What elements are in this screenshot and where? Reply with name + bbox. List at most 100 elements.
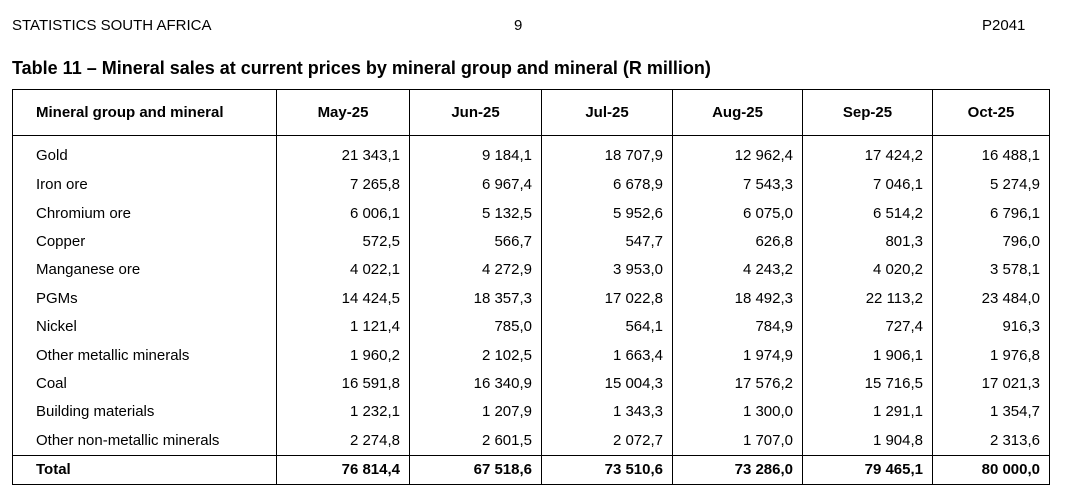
value-cell: 22 113,2 — [802, 284, 933, 313]
value-cell: 3 953,0 — [541, 256, 673, 285]
mineral-name-cell: PGMs — [12, 284, 277, 313]
column-header: Aug-25 — [672, 89, 803, 136]
mineral-name-cell: Other metallic minerals — [12, 341, 277, 370]
value-cell: 1 300,0 — [672, 398, 803, 427]
mineral-name-cell: Chromium ore — [12, 199, 277, 228]
value-cell: 784,9 — [672, 312, 803, 342]
column-header: Jul-25 — [541, 89, 673, 136]
table-row: Other non-metallic minerals 2 274,8 2 601,… — [12, 426, 1050, 456]
value-cell: 2 601,5 — [409, 426, 542, 456]
value-cell: 17 021,3 — [932, 369, 1050, 399]
value-cell: 801,3 — [802, 227, 933, 257]
value-cell: 4 022,1 — [276, 256, 410, 285]
value-cell: 5 132,5 — [409, 199, 542, 228]
value-cell: 4 272,9 — [409, 256, 542, 285]
value-cell: 1 663,4 — [541, 341, 673, 370]
mineral-sales-table: Mineral group and mineral May-25 Jun-25 … — [12, 89, 1050, 486]
value-cell: 1 974,9 — [672, 341, 803, 370]
value-cell: 1 904,8 — [802, 426, 933, 456]
value-cell: 547,7 — [541, 227, 673, 257]
column-header: Oct-25 — [932, 89, 1050, 136]
value-cell: 6 075,0 — [672, 199, 803, 228]
value-cell: 1 291,1 — [802, 398, 933, 427]
value-cell: 14 424,5 — [276, 284, 410, 313]
value-cell: 15 004,3 — [541, 369, 673, 399]
mineral-name-cell: Copper — [12, 227, 277, 257]
value-cell: 5 274,9 — [932, 171, 1050, 200]
value-cell: 1 207,9 — [409, 398, 542, 427]
value-cell: 17 576,2 — [672, 369, 803, 399]
value-cell: 9 184,1 — [409, 135, 542, 171]
value-cell: 18 707,9 — [541, 135, 673, 171]
table-header-row: Mineral group and mineral May-25 Jun-25 … — [12, 89, 1050, 136]
value-cell: 21 343,1 — [276, 135, 410, 171]
value-cell: 6 678,9 — [541, 171, 673, 200]
value-cell: 4 243,2 — [672, 256, 803, 285]
value-cell: 73 286,0 — [672, 454, 803, 486]
value-cell: 626,8 — [672, 227, 803, 257]
value-cell: 572,5 — [276, 227, 410, 257]
value-cell: 1 976,8 — [932, 341, 1050, 370]
value-cell: 1 707,0 — [672, 426, 803, 456]
publication-code: P2041 — [982, 17, 1026, 34]
value-cell: 785,0 — [409, 312, 542, 342]
table-title: Table 11 – Mineral sales at current pric… — [12, 58, 711, 78]
value-cell: 18 492,3 — [672, 284, 803, 313]
value-cell: 16 340,9 — [409, 369, 542, 399]
value-cell: 6 514,2 — [802, 199, 933, 228]
value-cell: 6 006,1 — [276, 199, 410, 228]
value-cell: 916,3 — [932, 312, 1050, 342]
value-cell: 564,1 — [541, 312, 673, 342]
mineral-name-cell: Nickel — [12, 312, 277, 342]
value-cell: 16 488,1 — [932, 135, 1050, 171]
value-cell: 16 591,8 — [276, 369, 410, 399]
value-cell: 2 313,6 — [932, 426, 1050, 456]
mineral-name-cell: Other non-metallic minerals — [12, 426, 277, 456]
value-cell: 67 518,6 — [409, 454, 542, 486]
mineral-name-cell: Manganese ore — [12, 256, 277, 285]
value-cell: 17 424,2 — [802, 135, 933, 171]
mineral-name-cell: Coal — [12, 369, 277, 399]
value-cell: 1 960,2 — [276, 341, 410, 370]
column-header: Jun-25 — [409, 89, 542, 136]
value-cell: 796,0 — [932, 227, 1050, 257]
table-row: PGMs 14 424,5 18 357,3 17 022,8 18 492,3 22 1… — [12, 284, 1050, 313]
value-cell: 76 814,4 — [276, 454, 410, 486]
column-header: Sep-25 — [802, 89, 933, 136]
table-row: Nickel 1 121,4 785,0 564,1 784,9 727,4 916,3 — [12, 312, 1050, 342]
table-row: Chromium ore 6 006,1 5 132,5 5 952,6 6 075,0… — [12, 199, 1050, 228]
mineral-name-cell: Total — [12, 454, 277, 486]
table-row: Gold 21 343,1 9 184,1 18 707,9 12 962,4 17 42… — [12, 135, 1050, 171]
value-cell: 79 465,1 — [802, 454, 933, 486]
value-cell: 7 046,1 — [802, 171, 933, 200]
value-cell: 6 796,1 — [932, 199, 1050, 228]
value-cell: 80 000,0 — [932, 454, 1050, 486]
table-row: Manganese ore 4 022,1 4 272,9 3 953,0 4 243,… — [12, 256, 1050, 285]
value-cell: 17 022,8 — [541, 284, 673, 313]
mineral-name-cell: Iron ore — [12, 171, 277, 200]
column-header: Mineral group and mineral — [12, 89, 277, 136]
table-row: Iron ore 7 265,8 6 967,4 6 678,9 7 543,3 7 04… — [12, 171, 1050, 200]
table-row: Building materials 1 232,1 1 207,9 1 343,3 1… — [12, 398, 1050, 427]
header-org: STATISTICS SOUTH AFRICA — [12, 17, 212, 34]
value-cell: 4 020,2 — [802, 256, 933, 285]
value-cell: 5 952,6 — [541, 199, 673, 228]
value-cell: 15 716,5 — [802, 369, 933, 399]
mineral-name-cell: Building materials — [12, 398, 277, 427]
table-row: Copper 572,5 566,7 547,7 626,8 801,3 796,0 — [12, 227, 1050, 257]
value-cell: 1 906,1 — [802, 341, 933, 370]
value-cell: 23 484,0 — [932, 284, 1050, 313]
total-row: Total 76 814,4 67 518,6 73 510,6 73 286,0 79 … — [12, 454, 1050, 486]
value-cell: 2 274,8 — [276, 426, 410, 456]
value-cell: 7 265,8 — [276, 171, 410, 200]
value-cell: 12 962,4 — [672, 135, 803, 171]
value-cell: 1 354,7 — [932, 398, 1050, 427]
value-cell: 3 578,1 — [932, 256, 1050, 285]
value-cell: 6 967,4 — [409, 171, 542, 200]
table-row: Coal 16 591,8 16 340,9 15 004,3 17 576,2 15 7… — [12, 369, 1050, 399]
value-cell: 73 510,6 — [541, 454, 673, 486]
value-cell: 2 072,7 — [541, 426, 673, 456]
value-cell: 1 343,3 — [541, 398, 673, 427]
value-cell: 1 232,1 — [276, 398, 410, 427]
value-cell: 18 357,3 — [409, 284, 542, 313]
